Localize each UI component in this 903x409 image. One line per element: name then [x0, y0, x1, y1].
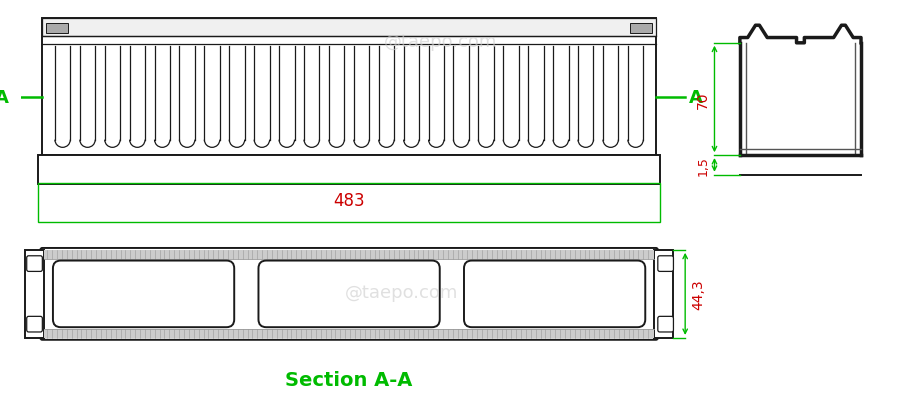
Bar: [46, 24, 68, 34]
Bar: [44, 250, 653, 259]
Text: A: A: [0, 88, 9, 106]
Bar: [629, 24, 651, 34]
Text: 1,5: 1,5: [696, 155, 709, 175]
Text: 483: 483: [333, 192, 365, 209]
Bar: [653, 250, 673, 338]
FancyBboxPatch shape: [657, 256, 673, 272]
FancyBboxPatch shape: [41, 248, 657, 340]
FancyBboxPatch shape: [258, 261, 439, 327]
Text: Section A-A: Section A-A: [285, 371, 413, 389]
Text: @taepo.com: @taepo.com: [345, 283, 458, 301]
FancyBboxPatch shape: [27, 256, 42, 272]
Text: A: A: [688, 88, 703, 106]
FancyBboxPatch shape: [463, 261, 645, 327]
FancyBboxPatch shape: [657, 317, 673, 332]
FancyBboxPatch shape: [53, 261, 234, 327]
Bar: [24, 250, 44, 338]
Bar: [44, 329, 653, 338]
Text: 70: 70: [694, 91, 709, 108]
Text: 44,3: 44,3: [690, 279, 704, 310]
Bar: [39, 156, 659, 185]
Bar: [39, 183, 659, 222]
Bar: [42, 19, 656, 37]
Text: @taepo.com: @taepo.com: [384, 33, 497, 51]
Bar: [42, 19, 656, 156]
FancyBboxPatch shape: [27, 317, 42, 332]
